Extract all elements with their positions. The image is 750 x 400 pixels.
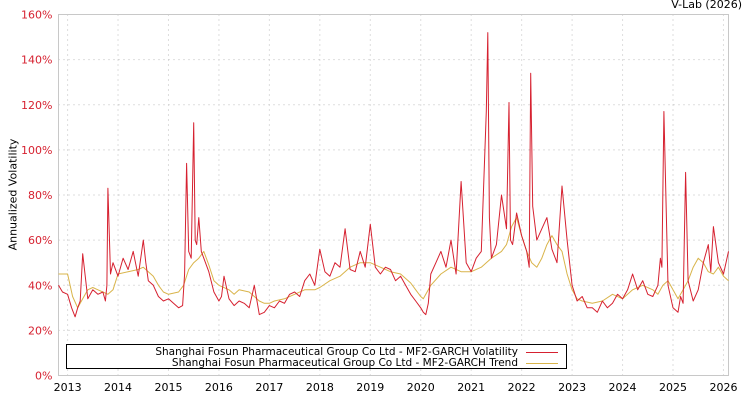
y-tick-label: 120%: [21, 99, 52, 112]
chart-legend: Shanghai Fosun Pharmaceutical Group Co L…: [66, 344, 567, 369]
legend-label: Shanghai Fosun Pharmaceutical Group Co L…: [171, 357, 518, 369]
x-tick-label: 2025: [659, 381, 687, 394]
legend-item-trend: Shanghai Fosun Pharmaceutical Group Co L…: [172, 357, 558, 369]
y-tick-label: 20%: [28, 324, 52, 337]
x-tick-label: 2013: [54, 381, 82, 394]
y-tick-label: 140%: [21, 54, 52, 67]
x-tick-label: 2022: [508, 381, 536, 394]
y-tick-label: 40%: [28, 279, 52, 292]
x-tick-label: 2018: [306, 381, 334, 394]
y-tick-label: 0%: [35, 370, 52, 383]
x-tick-label: 2021: [457, 381, 485, 394]
x-tick-label: 2023: [558, 381, 586, 394]
data-series: [58, 32, 729, 318]
series-line: [58, 217, 729, 309]
y-axis-ticks: 0% 20% 40% 60% 80% 100% 120% 140% 160%: [21, 9, 52, 383]
y-tick-label: 160%: [21, 9, 52, 22]
legend-item-volatility: Shanghai Fosun Pharmaceutical Group Co L…: [155, 346, 558, 358]
x-tick-label: 2015: [154, 381, 182, 394]
legend-swatch-trend: [526, 362, 558, 364]
chart-credit: V-Lab (2026): [671, 0, 742, 11]
y-tick-label: 60%: [28, 234, 52, 247]
x-tick-label: 2017: [255, 381, 283, 394]
x-tick-label: 2014: [104, 381, 132, 394]
x-axis-ticks: 2013 2014 2015 2016 2017 2018 2019 2020 2021 2022…: [54, 381, 738, 394]
x-tick-label: 2019: [356, 381, 384, 394]
y-tick-label: 100%: [21, 144, 52, 157]
x-tick-label: 2020: [407, 381, 435, 394]
plot-frame: [58, 14, 729, 376]
x-tick-label: 2016: [205, 381, 233, 394]
grid-lines: [58, 14, 729, 376]
legend-label: Shanghai Fosun Pharmaceutical Group Co L…: [155, 346, 518, 358]
legend-swatch-volatility: [526, 351, 558, 353]
series-line: [58, 32, 729, 318]
x-tick-label: 2026: [709, 381, 737, 394]
x-tick-label: 2024: [609, 381, 637, 394]
y-axis-label: Annualized Volatility: [6, 138, 20, 251]
y-tick-label: 80%: [28, 189, 52, 202]
